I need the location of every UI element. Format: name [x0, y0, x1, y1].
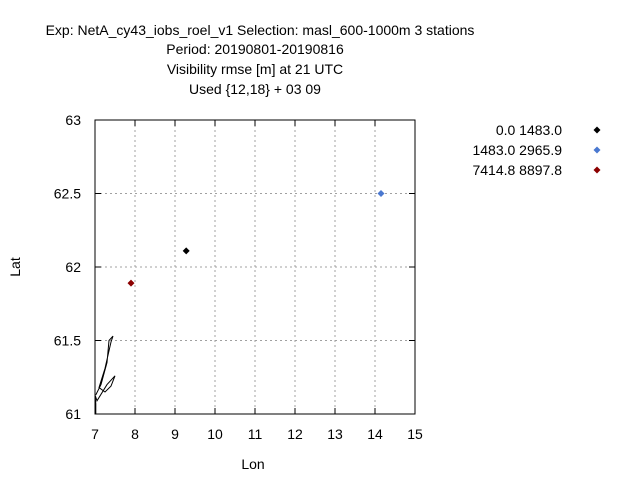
data-points	[127, 190, 385, 287]
legend-label: 1483.0 2965.9	[472, 142, 562, 158]
legend-marker	[593, 166, 601, 174]
legend-label: 7414.8 8897.8	[472, 162, 562, 178]
chart-header-line4: Used {12,18} + 03 09	[189, 81, 321, 97]
x-tick-label: 13	[327, 426, 343, 442]
chart-header-line1: Exp: NetA_cy43_iobs_roel_v1 Selection: m…	[46, 22, 475, 38]
grid-lines	[95, 120, 415, 414]
x-tick-label: 12	[287, 426, 303, 442]
x-tick-label: 10	[207, 426, 223, 442]
legend-label: 0.0 1483.0	[496, 122, 562, 138]
x-tick-label: 14	[367, 426, 383, 442]
y-axis-label: Lat	[7, 257, 23, 277]
legend-marker	[593, 126, 601, 134]
y-tick-label: 61	[65, 406, 81, 422]
chart-header-line2: Period: 20190801-20190816	[166, 41, 344, 57]
x-tick-label: 15	[407, 426, 423, 442]
legend: 0.0 1483.0 1483.0 2965.9 7414.8 8897.8	[472, 122, 601, 178]
x-tick-label: 7	[91, 426, 99, 442]
data-point	[182, 247, 190, 255]
chart-title: Visibility rmse [m] at 21 UTC	[167, 61, 343, 77]
legend-marker	[593, 146, 601, 154]
x-tick-label: 8	[131, 426, 139, 442]
y-tick-label: 62.5	[54, 186, 81, 202]
y-tick-label: 61.5	[54, 333, 81, 349]
y-tick-labels: 61 61.5 62 62.5 63	[54, 112, 81, 422]
y-tick-label: 63	[65, 112, 81, 128]
axis-ticks	[94, 119, 416, 415]
x-tick-labels: 7 8 9 10 11 12 13 14 15	[91, 426, 423, 442]
x-tick-label: 11	[248, 426, 263, 442]
coastline-outline	[94, 335, 116, 414]
data-point	[127, 279, 135, 287]
x-axis-label: Lon	[241, 456, 264, 472]
data-point	[377, 190, 385, 197]
y-tick-label: 62	[65, 259, 81, 275]
x-tick-label: 9	[171, 426, 179, 442]
